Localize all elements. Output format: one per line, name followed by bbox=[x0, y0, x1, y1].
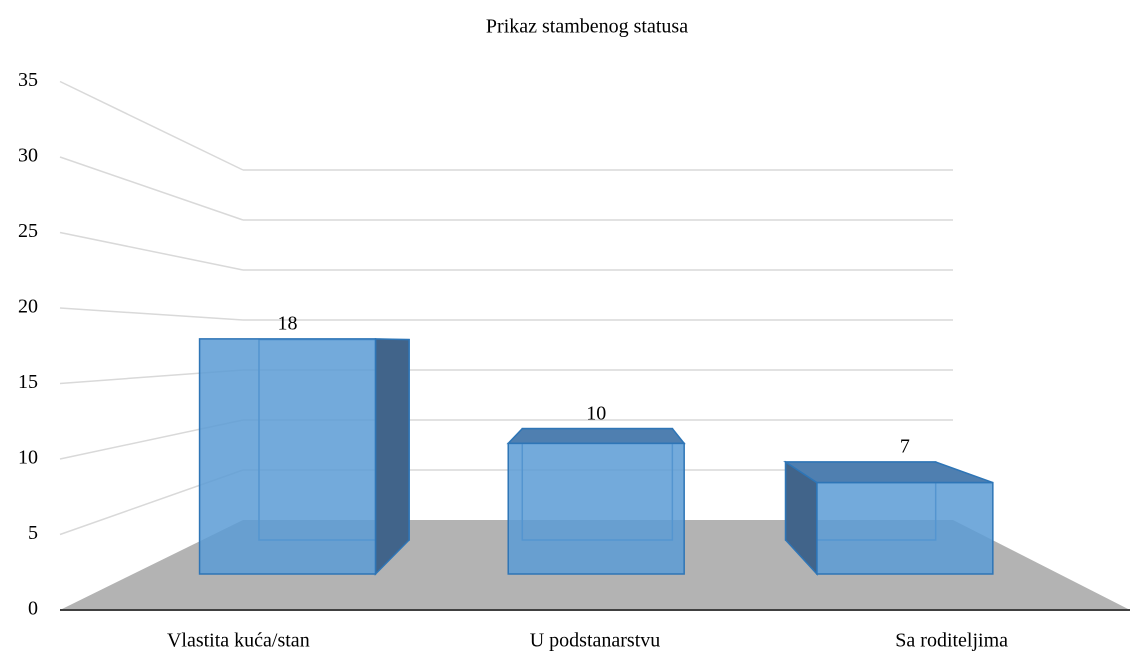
chart-title: Prikaz stambenog statusa bbox=[486, 16, 688, 38]
y-tick-label: 5 bbox=[28, 522, 38, 544]
bar-front bbox=[507, 442, 685, 575]
grid-line bbox=[59, 231, 244, 271]
data-label: 18 bbox=[278, 313, 298, 335]
x-tick-label: Vlastita kuća/stan bbox=[167, 630, 310, 652]
bar-front bbox=[198, 338, 377, 575]
data-label: 10 bbox=[586, 402, 606, 424]
y-tick-label: 35 bbox=[18, 69, 38, 91]
x-tick-label: U podstanarstvu bbox=[530, 630, 661, 652]
y-tick-label: 25 bbox=[18, 220, 38, 242]
bar-front bbox=[816, 481, 994, 575]
bar-top bbox=[506, 427, 686, 445]
y-tick-label: 15 bbox=[18, 371, 38, 393]
bar-top bbox=[783, 461, 994, 484]
y-tick-label: 0 bbox=[28, 598, 38, 620]
y-tick-label: 10 bbox=[18, 447, 38, 469]
grid-line bbox=[59, 80, 244, 171]
grid-line bbox=[59, 156, 244, 221]
data-label: 7 bbox=[900, 436, 910, 458]
y-tick-label: 30 bbox=[18, 145, 38, 167]
y-tick-label: 20 bbox=[18, 296, 38, 318]
grid-line bbox=[59, 307, 244, 321]
x-tick-label: Sa roditeljima bbox=[895, 630, 1008, 652]
bar-side bbox=[374, 338, 410, 576]
